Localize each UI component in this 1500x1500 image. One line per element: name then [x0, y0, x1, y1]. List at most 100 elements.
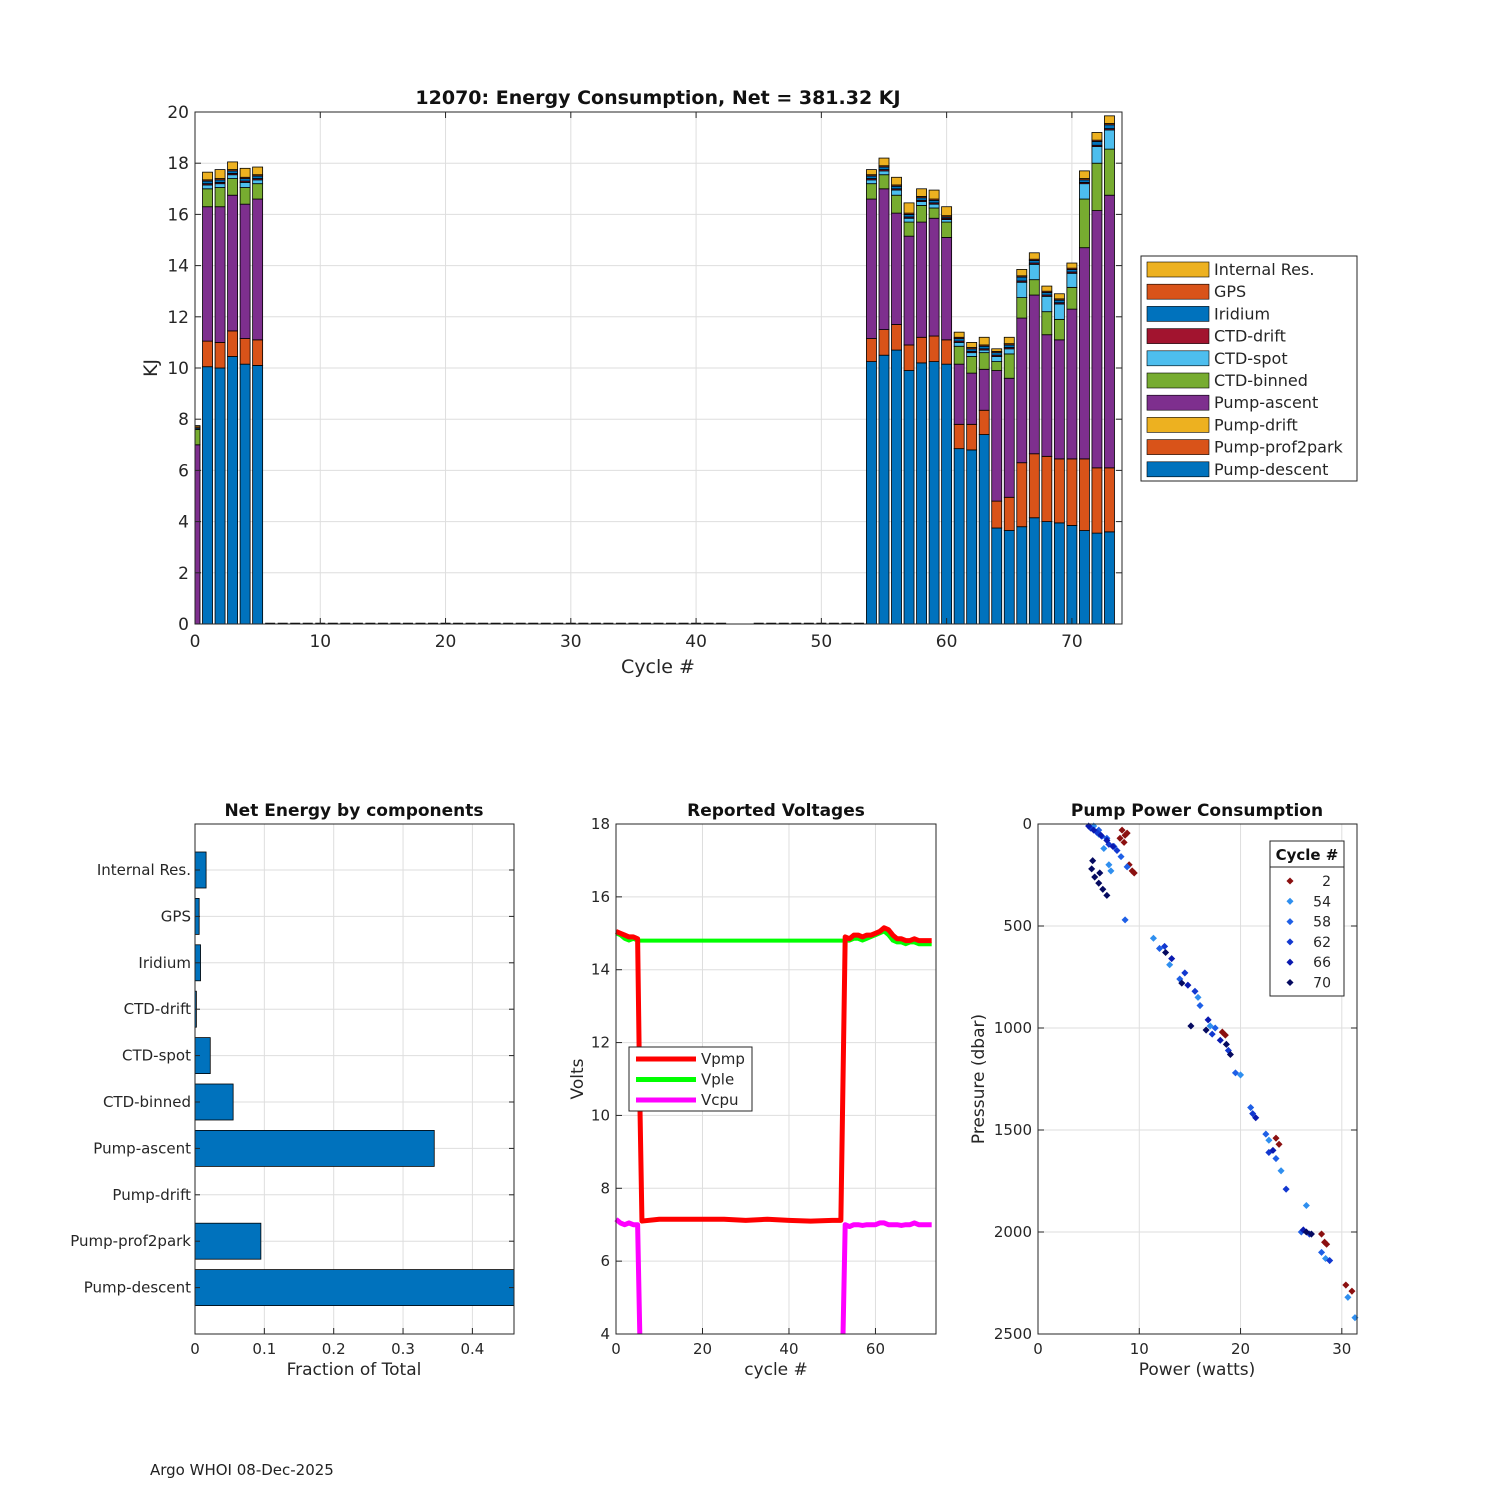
pump-power-ytick-label: 500	[1003, 917, 1032, 935]
energy-bars	[194, 115, 1115, 625]
energy-legend-label: GPS	[1214, 282, 1246, 301]
energy-bar-segment	[194, 429, 201, 446]
energy-bar-segment	[903, 217, 915, 223]
components-title: Net Energy by components	[224, 801, 483, 821]
energy-bar-segment	[1003, 530, 1015, 625]
components-xtick-label: 0.2	[322, 1340, 346, 1358]
energy-legend-label: Pump-drift	[1214, 415, 1298, 434]
components-chart: 0 0.1 0.2 0.3 0.4 Internal Res. GPS Iridium CTD-…	[70, 801, 515, 1380]
voltages-xtick-label: 40	[779, 1340, 798, 1358]
energy-bar-segment	[1053, 293, 1065, 300]
energy-bar-segment	[202, 171, 213, 181]
energy-bar-segment	[1053, 339, 1065, 460]
energy-bar-segment	[239, 203, 251, 339]
energy-bar-segment	[891, 194, 902, 214]
energy-bar-segment	[252, 339, 264, 366]
energy-xlabel: Cycle #	[621, 656, 695, 678]
energy-legend-swatch	[1146, 417, 1210, 433]
energy-bar-segment	[928, 207, 940, 219]
energy-bar-segment	[916, 362, 927, 625]
energy-bar-segment	[227, 194, 238, 332]
pump-power-point	[1166, 961, 1174, 969]
energy-bar-segment	[202, 188, 213, 208]
components-category-label: Pump-descent	[84, 1279, 191, 1297]
energy-ticks: 0 10 20 30 40 50 60 70 0 2 4 6 8 10 12 14 16 18 20	[167, 103, 1122, 652]
voltages-ytick-label: 16	[591, 888, 610, 906]
energy-legend-swatch	[1146, 350, 1210, 367]
energy-bar-segment	[227, 356, 238, 625]
voltages-legend-label: Vple	[701, 1071, 734, 1089]
energy-bar-segment	[891, 349, 902, 625]
energy-ytick-label: 4	[178, 513, 189, 533]
energy-bar-segment	[214, 169, 226, 179]
energy-chart: 0 10 20 30 40 50 60 70 0 2 4 6 8 10 12 14 16 18 20 12070: …	[140, 87, 1358, 678]
energy-bar-segment	[1028, 517, 1040, 625]
energy-ytick-label: 20	[167, 103, 189, 123]
components-category-label: CTD-binned	[103, 1093, 191, 1111]
energy-bar-segment	[1079, 170, 1090, 179]
energy-ytick-label: 12	[167, 308, 189, 328]
energy-ytick-label: 8	[178, 410, 189, 430]
components-bar	[194, 1083, 234, 1121]
energy-bar-segment	[1053, 303, 1065, 320]
energy-bar-segment	[916, 201, 927, 206]
energy-bar-segment	[991, 361, 1003, 371]
voltages-ytick-label: 10	[591, 1106, 610, 1124]
energy-bar-segment	[1091, 141, 1103, 146]
energy-bar-segment	[1091, 210, 1103, 469]
pump-power-point	[1191, 987, 1199, 995]
components-category-label: CTD-drift	[124, 1000, 191, 1018]
energy-bar-segment	[903, 221, 915, 237]
pump-power-point	[1275, 1140, 1283, 1148]
energy-bar-segment	[928, 217, 940, 337]
pump-power-point	[1095, 879, 1103, 887]
pump-power-point	[1194, 993, 1202, 1001]
energy-legend-label: Pump-prof2park	[1214, 438, 1344, 457]
pump-power-point	[1099, 885, 1107, 893]
pump-power-point	[1247, 1104, 1255, 1112]
energy-bar-segment	[227, 174, 238, 179]
energy-bar-segment	[991, 500, 1003, 529]
energy-bar-segment	[1041, 295, 1053, 313]
components-xtick-label: 0.1	[252, 1340, 276, 1358]
energy-bar-segment	[239, 338, 251, 365]
pump-power-point	[1181, 969, 1189, 977]
energy-bar-segment	[866, 361, 877, 625]
pump-power-legend-title: Cycle #	[1276, 846, 1339, 864]
energy-bar-segment	[878, 174, 890, 190]
energy-bar-segment	[202, 206, 213, 342]
energy-bar-segment	[194, 425, 201, 428]
energy-bar-segment	[991, 348, 1003, 352]
energy-bar-segment	[1041, 311, 1053, 336]
energy-bar-segment	[1066, 458, 1078, 526]
pump-power-point	[1222, 1040, 1230, 1048]
energy-bar-segment	[1066, 308, 1078, 460]
energy-bar-segment	[878, 157, 890, 167]
energy-bar-segment	[1003, 496, 1015, 531]
energy-bar-segment	[878, 329, 890, 356]
components-bar	[194, 1269, 515, 1306]
energy-bar-segment	[953, 423, 965, 450]
energy-bar-segment	[1066, 525, 1078, 625]
energy-ylabel: KJ	[140, 359, 162, 377]
energy-bar-segment	[1053, 522, 1065, 625]
voltages-axes-box	[615, 823, 937, 1335]
energy-bar-segment	[953, 345, 965, 365]
energy-bar-segment	[1041, 285, 1053, 292]
energy-bar-segment	[214, 206, 226, 343]
pump-power-point	[1105, 861, 1113, 869]
energy-bar-segment	[941, 237, 953, 341]
energy-bar-segment	[916, 221, 927, 338]
energy-bar-segment	[1104, 467, 1115, 533]
pump-power-point	[1168, 955, 1176, 963]
pump-power-point	[1096, 869, 1104, 877]
energy-bar-segment	[966, 341, 978, 348]
voltages-ytick-label: 4	[600, 1325, 610, 1343]
pump-power-chart: 0 10 20 30 0 500 1000 1500 2000 2500 Pump Power C…	[969, 801, 1359, 1380]
pump-power-point	[1107, 867, 1115, 875]
energy-bar-segment	[978, 336, 990, 346]
energy-bar-segment	[953, 341, 965, 347]
components-category-label: Pump-drift	[112, 1186, 191, 1204]
pump-power-point	[1100, 844, 1108, 853]
energy-legend: Internal Res. GPS Iridium CTD-drift CTD-spot…	[1140, 255, 1358, 482]
